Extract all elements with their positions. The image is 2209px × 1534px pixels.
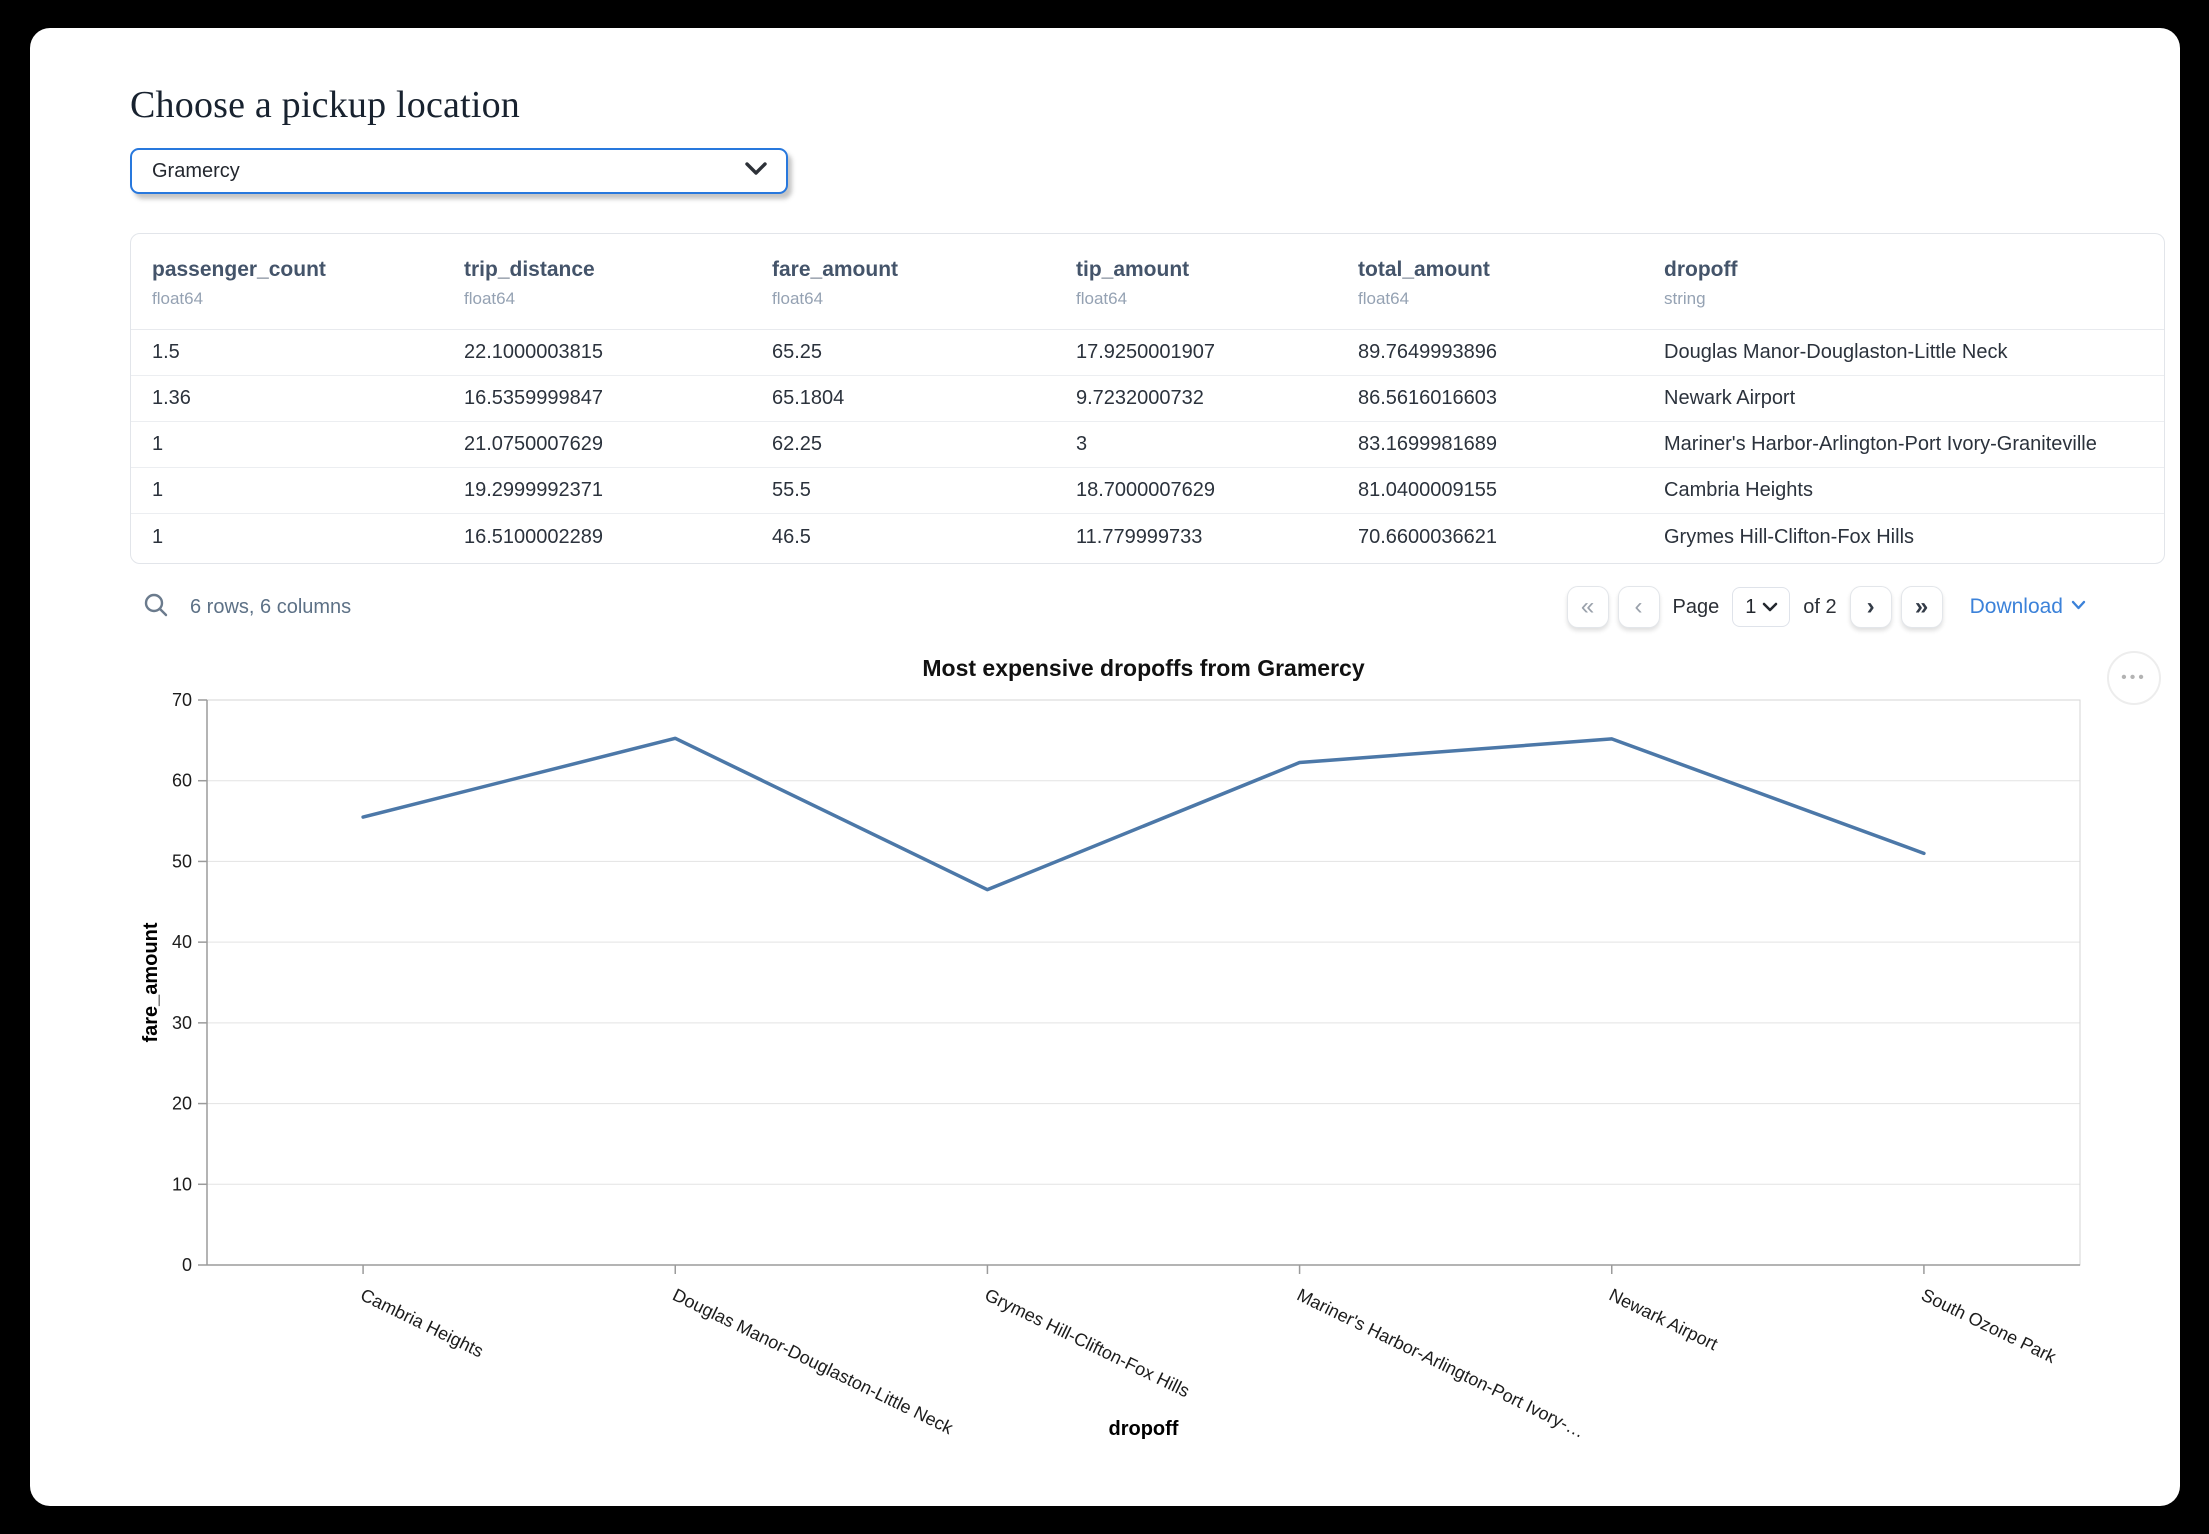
table-body: 1.5 22.1000003815 65.25 17.9250001907 89.764… (131, 330, 2164, 560)
search-icon[interactable] (142, 591, 170, 624)
table-cell: 1 (152, 525, 164, 548)
prev-page-icon: ‹ (1634, 593, 1643, 620)
table-cell: 1.5 (152, 341, 180, 363)
svg-text:50: 50 (172, 851, 192, 871)
page-count-label: of 2 (1803, 595, 1837, 618)
table-cell: Douglas Manor-Douglaston-Little Neck (1664, 341, 2008, 363)
page-title: Choose a pickup location (130, 84, 520, 126)
column-header[interactable]: total_amount float64 (1358, 258, 1490, 308)
column-header[interactable]: passenger_count float64 (152, 258, 326, 308)
table-row[interactable]: 1.36 16.5359999847 65.1804 9.7232000732 86.5… (131, 376, 2164, 422)
table-row[interactable]: 1 16.5100002289 46.5 11.779999733 70.6600036… (131, 514, 2164, 560)
table-cell: 22.1000003815 (464, 341, 604, 363)
pagination: « ‹ Page 1 of 2 › » Download (1566, 584, 2086, 630)
last-page-button[interactable]: » (1900, 586, 1943, 628)
download-label: Download (1969, 595, 2063, 618)
more-options-icon: ••• (2121, 669, 2147, 686)
notebook-card: Choose a pickup location Gramercy passen… (30, 28, 2180, 1506)
table-cell: Mariner's Harbor-Arlington-Port Ivory-Gr… (1664, 433, 2097, 455)
chevron-down-icon (744, 161, 768, 182)
table-cell: 1.36 (152, 387, 191, 409)
table-cell: 89.7649993896 (1358, 341, 1498, 363)
table-cell: 65.1804 (772, 387, 845, 409)
table-cell: 17.9250001907 (1076, 341, 1216, 363)
svg-text:Grymes Hill-Clifton-Fox Hills: Grymes Hill-Clifton-Fox Hills (982, 1285, 1193, 1402)
chevron-down-icon (2071, 598, 2086, 616)
table-cell: Newark Airport (1664, 387, 1796, 409)
column-header[interactable]: trip_distance float64 (464, 258, 595, 308)
svg-text:South Ozone Park: South Ozone Park (1918, 1285, 2060, 1368)
table-cell: 1 (152, 479, 164, 501)
chart-more-options-button[interactable]: ••• (2107, 651, 2161, 705)
table-cell: 9.7232000732 (1076, 387, 1204, 409)
svg-text:Cambria Heights: Cambria Heights (357, 1285, 486, 1362)
svg-text:70: 70 (172, 690, 192, 710)
table-cell: 16.5100002289 (464, 525, 604, 548)
svg-text:Mariner's Harbor-Arlington-Por: Mariner's Harbor-Arlington-Port Ivory-… (1294, 1285, 1588, 1442)
table-summary: 6 rows, 6 columns (190, 595, 352, 618)
table-cell: 65.25 (772, 341, 823, 363)
prev-page-button[interactable]: ‹ (1617, 586, 1660, 628)
first-page-button[interactable]: « (1566, 586, 1609, 628)
svg-text:Douglas Manor-Douglaston-Littl: Douglas Manor-Douglaston-Little Neck (669, 1285, 957, 1439)
column-header[interactable]: fare_amount float64 (772, 258, 899, 308)
svg-text:fare_amount: fare_amount (140, 922, 162, 1042)
table-footer-left: 6 rows, 6 columns (142, 584, 351, 630)
table-cell: 46.5 (772, 525, 811, 548)
table-header-row: passenger_count float64 trip_distance float… (131, 234, 2164, 330)
pickup-location-select[interactable]: Gramercy (130, 148, 788, 194)
svg-text:40: 40 (172, 932, 192, 952)
download-menu[interactable]: Download (1970, 595, 2086, 619)
pickup-location-value: Gramercy (152, 159, 240, 182)
table-cell: 3 (1076, 433, 1088, 455)
table-row[interactable]: 1 19.2999992371 55.5 18.7000007629 81.040000… (131, 468, 2164, 514)
table-cell: 55.5 (772, 479, 811, 501)
table-cell: Grymes Hill-Clifton-Fox Hills (1664, 525, 1915, 548)
svg-text:10: 10 (172, 1174, 192, 1194)
svg-text:Newark Airport: Newark Airport (1606, 1285, 1721, 1355)
table-cell: 16.5359999847 (464, 387, 604, 409)
page-number-value: 1 (1745, 595, 1757, 618)
table-cell: 70.6600036621 (1358, 525, 1498, 548)
table-cell: 21.0750007629 (464, 433, 604, 455)
next-page-icon: › (1866, 593, 1875, 620)
svg-text:60: 60 (172, 771, 192, 791)
svg-text:dropoff: dropoff (1109, 1418, 1179, 1440)
last-page-icon: » (1914, 593, 1929, 620)
table-cell: 1 (152, 433, 164, 455)
line-chart-svg: 0 10 20 30 40 50 60 70 Cambria Heights Douglas Ma… (140, 690, 2081, 1442)
dataframe-table: passenger_count float64 trip_distance float… (130, 233, 2165, 564)
column-header[interactable]: dropoff string (1664, 258, 1738, 308)
svg-text:20: 20 (172, 1094, 192, 1114)
page-number-select[interactable]: 1 (1732, 587, 1791, 627)
svg-text:0: 0 (182, 1255, 192, 1275)
table-cell: 18.7000007629 (1076, 479, 1216, 501)
column-header[interactable]: tip_amount float64 (1076, 258, 1190, 308)
table-cell: 83.1699981689 (1358, 433, 1498, 455)
table-cell: 81.0400009155 (1358, 479, 1498, 501)
table-cell: 62.25 (772, 433, 823, 455)
table-cell: Cambria Heights (1664, 479, 1813, 501)
table-cell: 86.5616016603 (1358, 387, 1498, 409)
svg-text:30: 30 (172, 1013, 192, 1033)
first-page-icon: « (1580, 593, 1595, 620)
page-label: Page (1672, 595, 1720, 618)
chart-title: Most expensive dropoffs from Gramercy (922, 655, 1365, 681)
table-row[interactable]: 1 21.0750007629 62.25 3 83.1699981689 Mariner… (131, 422, 2164, 468)
chevron-down-icon (1762, 596, 1778, 619)
table-row[interactable]: 1.5 22.1000003815 65.25 17.9250001907 89.764… (131, 330, 2164, 376)
table-cell: 11.779999733 (1076, 525, 1203, 548)
table-cell: 19.2999992371 (464, 479, 604, 501)
next-page-button[interactable]: › (1849, 586, 1892, 628)
